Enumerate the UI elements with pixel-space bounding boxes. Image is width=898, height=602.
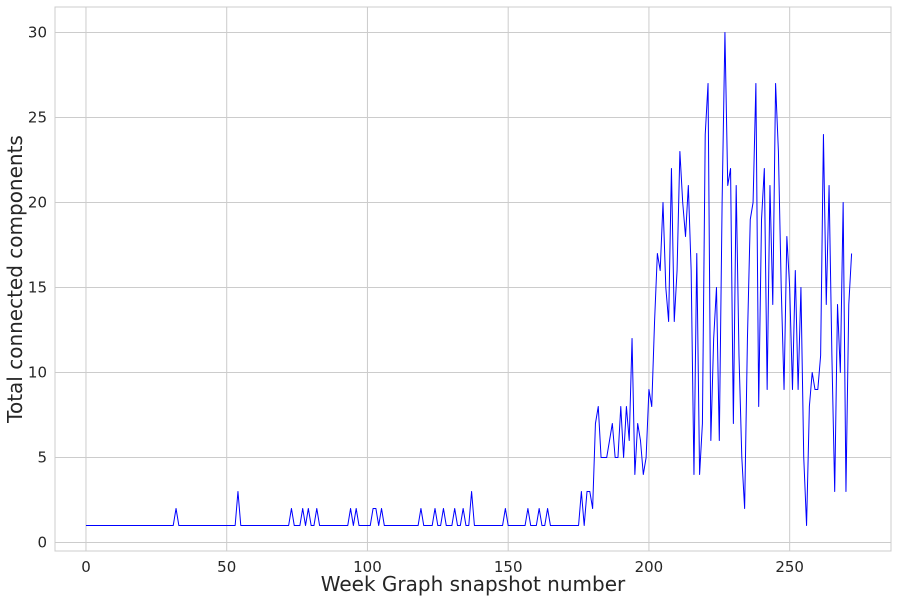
y-tick-label: 0 [37, 534, 47, 552]
y-gridlines [55, 32, 891, 543]
y-tick-label: 20 [28, 194, 47, 212]
plot-frame [54, 6, 892, 552]
y-tick-label: 30 [28, 24, 47, 42]
x-tick-label: 150 [494, 558, 523, 576]
x-tick-label: 100 [353, 558, 382, 576]
x-tick-label: 200 [635, 558, 664, 576]
x-tick-label: 0 [81, 558, 91, 576]
x-tick-labels: 0 50 100 150 200 250 [81, 558, 804, 576]
x-tick-label: 50 [217, 558, 236, 576]
y-tick-labels: 0 5 10 15 20 25 30 [28, 24, 47, 552]
y-tick-label: 15 [28, 279, 47, 297]
series-layer [85, 32, 853, 526]
x-axis-label: Week Graph snapshot number [321, 572, 626, 596]
series-line [85, 32, 853, 526]
y-axis-label: Total connected components [3, 135, 27, 424]
y-tick-label: 25 [28, 109, 47, 127]
x-gridlines [85, 7, 791, 551]
y-tick-label: 10 [28, 364, 47, 382]
x-tick-label: 250 [775, 558, 804, 576]
y-tick-label: 5 [37, 449, 47, 467]
